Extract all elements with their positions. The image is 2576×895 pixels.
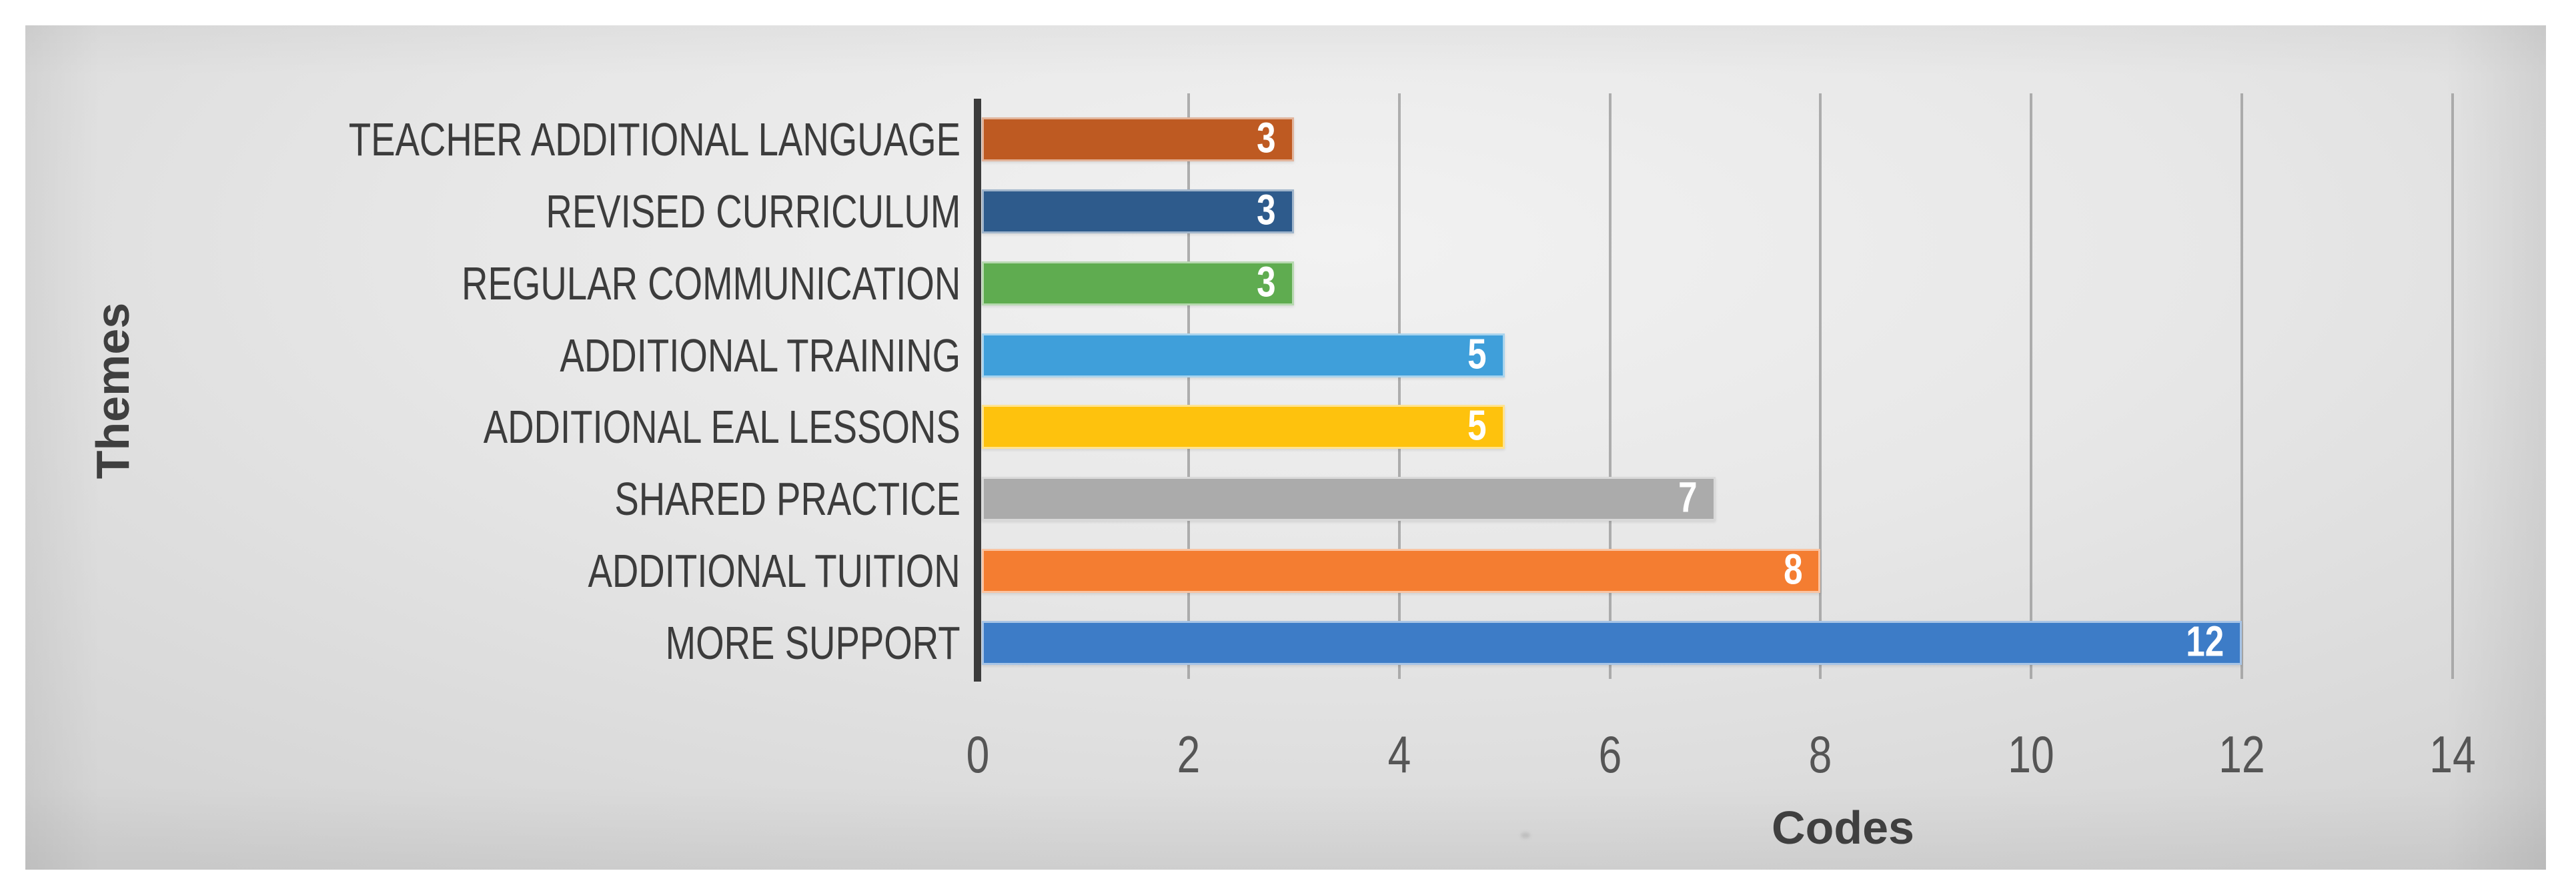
bar-value-label: 3 xyxy=(1257,257,1276,306)
category-label: REVISED CURRICULUM xyxy=(546,185,960,237)
bar-value-label: 12 xyxy=(2186,617,2224,666)
category-label: ADDITIONAL TUITION xyxy=(588,545,960,598)
x-tick-label: 4 xyxy=(1387,725,1411,784)
category-label: TEACHER ADDITIONAL LANGUAGE xyxy=(348,113,960,165)
category-label: SHARED PRACTICE xyxy=(614,473,960,526)
chart-panel: TEACHER ADDITIONAL LANGUAGE 3 REVISED CURR… xyxy=(25,25,2546,870)
bar-value-label: 5 xyxy=(1467,401,1487,450)
gridline xyxy=(1397,93,1401,679)
y-axis-line xyxy=(974,99,981,682)
category-label: MORE SUPPORT xyxy=(666,617,960,670)
bar: 3 xyxy=(982,185,1294,234)
bar-value-label: 5 xyxy=(1467,329,1487,378)
bar: 5 xyxy=(982,329,1505,378)
x-tick-label: 0 xyxy=(966,725,990,784)
gridline xyxy=(2240,93,2244,679)
x-axis-title: Codes xyxy=(1772,802,1914,854)
category-label: ADDITIONAL EAL LESSONS xyxy=(483,401,960,454)
bar: 3 xyxy=(982,113,1294,162)
x-tick-label: 8 xyxy=(1809,725,1832,784)
bar-value-label: 7 xyxy=(1678,473,1698,522)
y-axis-title: Themes xyxy=(87,302,139,480)
x-tick-label: 14 xyxy=(2429,725,2476,784)
x-tick-label: 12 xyxy=(2218,725,2265,784)
bar: 7 xyxy=(982,473,1716,522)
bar-value-label: 3 xyxy=(1257,185,1276,234)
bar: 8 xyxy=(982,545,1821,594)
category-label: ADDITIONAL TRAINING xyxy=(560,329,960,381)
bar: 3 xyxy=(982,257,1294,306)
gridline xyxy=(1819,93,1822,679)
bar-value-label: 3 xyxy=(1257,113,1276,162)
gridline xyxy=(1608,93,1612,679)
x-tick-label: 10 xyxy=(2008,725,2054,784)
smudge-artifact xyxy=(1521,832,1530,838)
gridline xyxy=(1187,93,1190,679)
bar: 12 xyxy=(982,617,2242,666)
x-tick-label: 6 xyxy=(1598,725,1622,784)
bar: 5 xyxy=(982,401,1505,450)
gridline xyxy=(2030,93,2033,679)
category-label: REGULAR COMMUNICATION xyxy=(461,257,960,309)
plot-area: TEACHER ADDITIONAL LANGUAGE 3 REVISED CURR… xyxy=(25,25,2546,870)
bar-value-label: 8 xyxy=(1783,545,1803,594)
gridline xyxy=(2451,93,2455,679)
x-tick-label: 2 xyxy=(1177,725,1201,784)
